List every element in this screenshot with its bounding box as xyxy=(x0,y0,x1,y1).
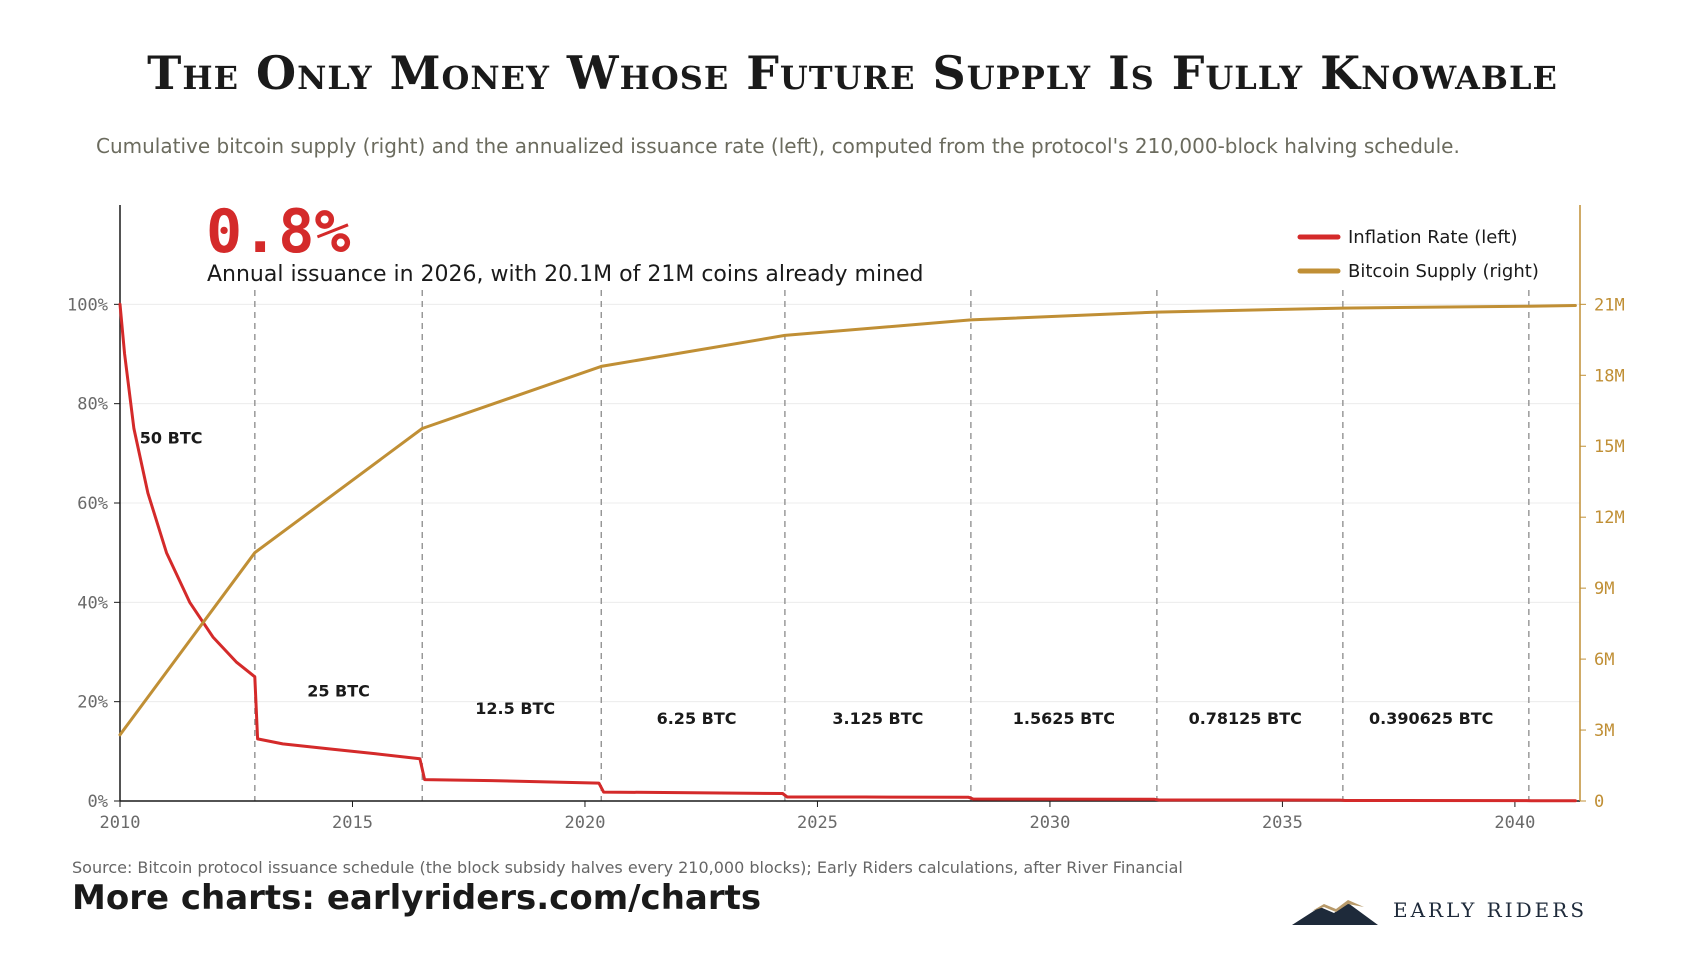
bitcoin-supply-line xyxy=(118,304,1577,737)
right-tick-label: 6M xyxy=(1594,650,1614,670)
right-tick-label: 15M xyxy=(1594,437,1625,457)
left-tick-label: 0% xyxy=(88,792,108,812)
legend-label: Inflation Rate (left) xyxy=(1348,227,1517,248)
x-tick-label: 2035 xyxy=(1262,813,1303,833)
right-tick-label: 3M xyxy=(1594,721,1614,741)
more-charts-link[interactable]: More charts: earlyriders.com/charts xyxy=(72,878,762,918)
left-tick-label: 100% xyxy=(67,295,108,315)
right-tick-label: 18M xyxy=(1594,366,1625,386)
mountain-logo-icon xyxy=(1292,900,1378,925)
chart-title: The Only Money Whose Future Supply Is Fu… xyxy=(147,46,1558,100)
callout-text: Annual issuance in 2026, with 20.1M of 2… xyxy=(207,262,924,287)
epoch-label: 25 BTC xyxy=(307,682,370,701)
x-tick-label: 2030 xyxy=(1029,813,1070,833)
x-tick-label: 2040 xyxy=(1494,813,1535,833)
left-tick-label: 60% xyxy=(77,494,108,514)
epoch-label: 1.5625 BTC xyxy=(1013,709,1115,728)
epoch-label: 0.390625 BTC xyxy=(1369,709,1493,728)
epoch-label: 50 BTC xyxy=(140,428,203,447)
x-tick-label: 2025 xyxy=(797,813,838,833)
epoch-labels: 50 BTC 25 BTC 12.5 BTC 6.25 BTC 3.125 BTC 1.5… xyxy=(140,428,1494,728)
callout-value: 0.8% xyxy=(206,197,351,267)
brand-logo-text: EARLY RIDERS xyxy=(1393,898,1588,922)
grid-layer xyxy=(120,303,1580,703)
x-tick-label: 2015 xyxy=(332,813,373,833)
series-lines xyxy=(118,302,1577,803)
brand-logo: EARLY RIDERS xyxy=(1290,893,1590,927)
epoch-label: 6.25 BTC xyxy=(657,709,737,728)
x-tick-label: 2020 xyxy=(564,813,605,833)
x-tick-label: 2010 xyxy=(100,813,141,833)
left-tick-label: 80% xyxy=(77,395,108,415)
epoch-label: 0.78125 BTC xyxy=(1189,709,1302,728)
right-tick-label: 9M xyxy=(1594,579,1614,599)
source-note: Source: Bitcoin protocol issuance schedu… xyxy=(72,858,1183,877)
right-tick-label: 12M xyxy=(1594,508,1625,528)
epoch-label: 3.125 BTC xyxy=(832,709,923,728)
inflation-rate-line xyxy=(118,302,1577,803)
left-tick-label: 40% xyxy=(77,593,108,613)
epoch-label: 12.5 BTC xyxy=(475,699,555,718)
right-tick-label: 21M xyxy=(1594,295,1625,315)
right-tick-label: 0 xyxy=(1594,792,1604,812)
halving-lines xyxy=(254,290,1530,801)
legend-label: Bitcoin Supply (right) xyxy=(1348,261,1539,282)
left-tick-label: 20% xyxy=(77,693,108,713)
chart-subtitle: Cumulative bitcoin supply (right) and th… xyxy=(96,134,1460,158)
legend: Inflation Rate (left) Bitcoin Supply (rig… xyxy=(1297,227,1539,282)
